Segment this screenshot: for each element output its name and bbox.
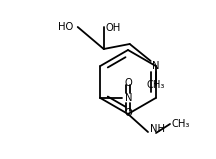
Text: N: N	[152, 61, 159, 71]
Text: CH₃: CH₃	[172, 119, 190, 129]
Text: OH: OH	[106, 23, 121, 33]
Text: HO: HO	[59, 22, 74, 32]
Text: O: O	[124, 108, 132, 118]
Text: NH: NH	[150, 124, 165, 134]
Text: O: O	[124, 78, 132, 88]
Text: N: N	[125, 93, 132, 103]
Text: CH₃: CH₃	[146, 80, 165, 90]
